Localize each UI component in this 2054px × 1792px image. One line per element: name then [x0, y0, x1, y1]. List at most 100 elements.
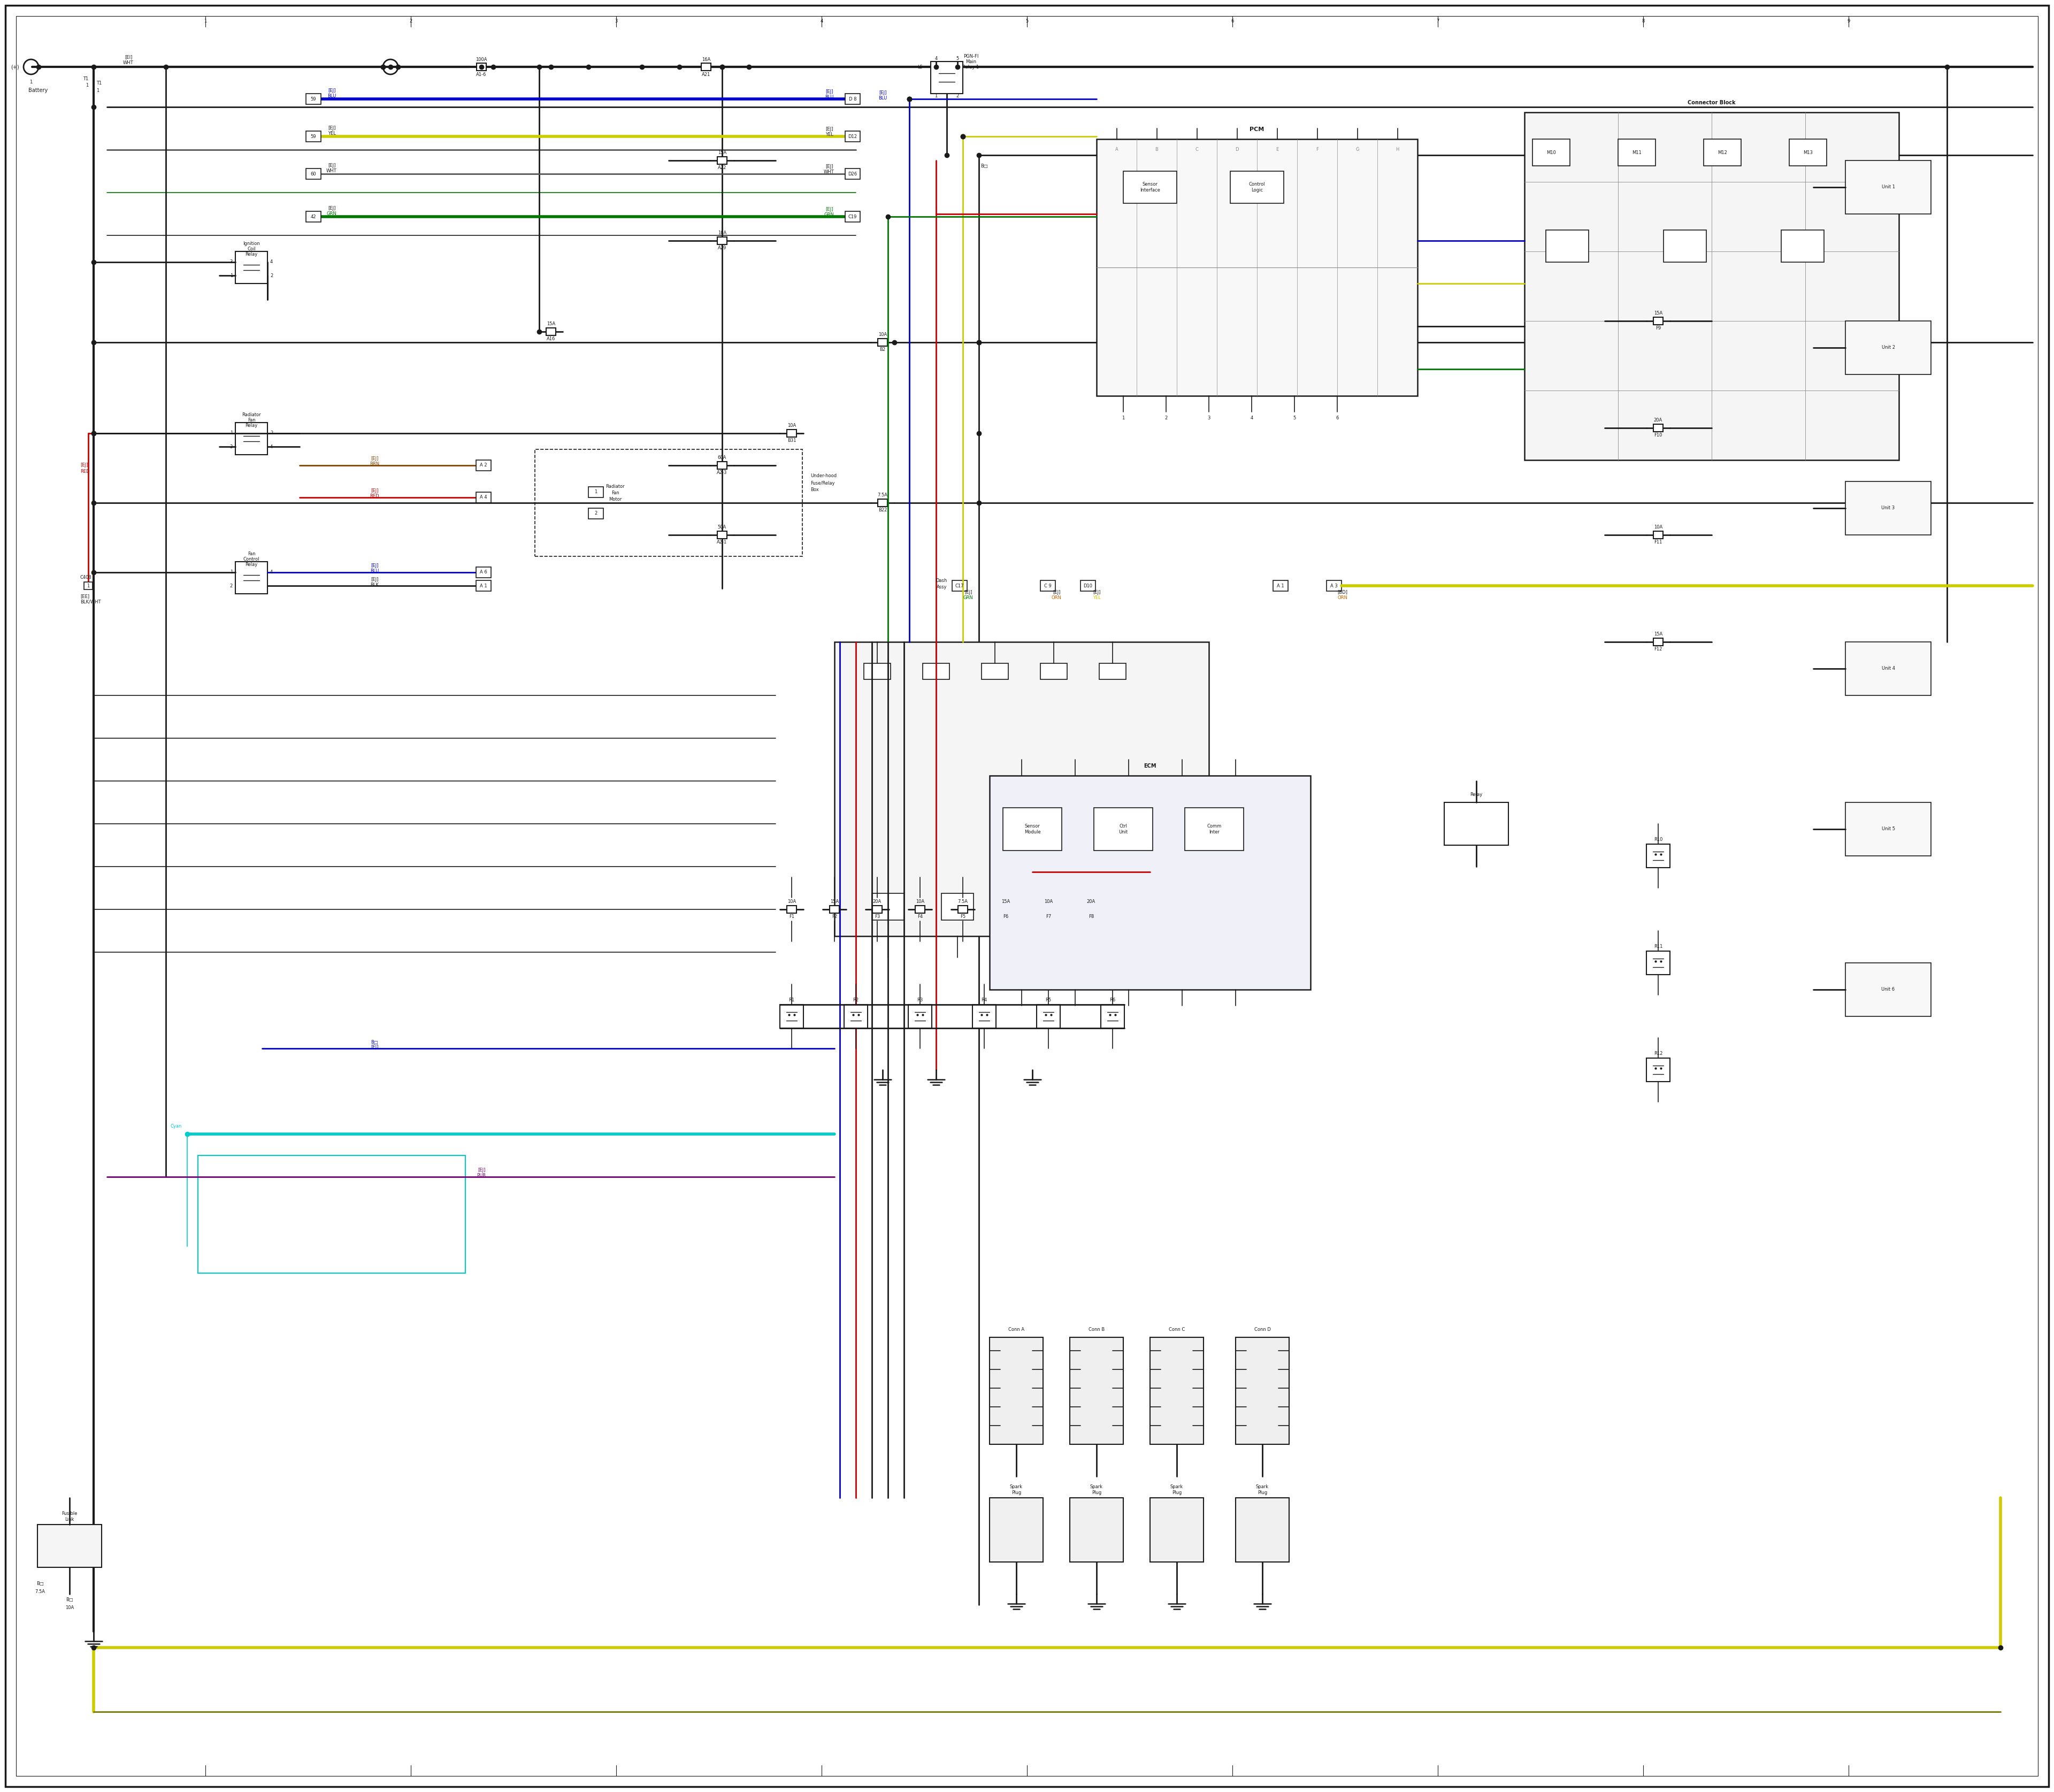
Bar [1547, 229, 1588, 262]
Text: Spark
Plug: Spark Plug [1255, 1484, 1269, 1495]
Bar [1043, 905, 1054, 914]
Bar [1037, 1005, 1060, 1029]
Text: A 4: A 4 [481, 495, 487, 500]
Bar [1532, 140, 1569, 167]
Text: F10: F10 [1653, 434, 1662, 437]
Text: A22: A22 [717, 165, 727, 170]
Text: B2: B2 [879, 348, 885, 353]
Text: [EJ]: [EJ] [370, 577, 378, 582]
Bar [1444, 803, 1508, 846]
Text: 7: 7 [1436, 20, 1440, 23]
Text: Assy: Assy [937, 584, 947, 590]
Text: Unit 5: Unit 5 [1881, 826, 1896, 831]
Bar [1150, 1498, 1204, 1563]
Text: [EJ]: [EJ] [826, 90, 834, 93]
Text: Relay: Relay [1471, 792, 1483, 797]
Text: Relay 1: Relay 1 [963, 65, 980, 70]
Text: 1: 1 [230, 430, 232, 435]
Text: 2: 2 [409, 20, 413, 23]
Text: C 9: C 9 [1043, 584, 1052, 588]
Text: A2-1: A2-1 [717, 539, 727, 545]
Text: D12: D12 [848, 134, 857, 138]
Text: L5: L5 [918, 65, 922, 70]
Text: Fuse/Relay: Fuse/Relay [811, 480, 834, 486]
Text: [EJ]: [EJ] [370, 1045, 378, 1050]
Bar [1011, 894, 1043, 919]
Text: BLU: BLU [370, 568, 378, 573]
Bar [1237, 1498, 1290, 1563]
Text: RED: RED [370, 495, 380, 498]
Text: B□: B□ [37, 1581, 43, 1586]
Text: 3: 3 [1208, 416, 1210, 421]
Bar [787, 430, 797, 437]
Text: Sensor
Interface: Sensor Interface [1140, 183, 1161, 192]
Text: B□: B□ [980, 163, 988, 168]
Bar [1524, 113, 1898, 461]
Text: RED: RED [80, 470, 90, 475]
Text: Unit 1: Unit 1 [1881, 185, 1896, 190]
Bar [717, 156, 727, 165]
Text: 2: 2 [955, 93, 959, 99]
Text: 4: 4 [271, 570, 273, 575]
Bar [941, 894, 974, 919]
Bar [957, 905, 967, 914]
Text: (+): (+) [10, 65, 18, 70]
Text: Fan: Fan [246, 418, 255, 423]
Bar [306, 211, 320, 222]
Text: B22: B22 [879, 507, 887, 513]
Bar [1647, 1057, 1670, 1082]
Text: [EJ]: [EJ] [1052, 590, 1060, 595]
Text: D: D [1234, 147, 1239, 152]
Text: 10A: 10A [916, 900, 924, 905]
Text: Fan: Fan [246, 552, 255, 556]
Text: PUR: PUR [477, 1174, 487, 1177]
Bar [1844, 161, 1931, 213]
Text: 15A: 15A [830, 900, 838, 905]
Bar [830, 905, 840, 914]
Text: 15A: 15A [1000, 900, 1011, 905]
Text: C19: C19 [848, 215, 857, 219]
Bar [871, 894, 904, 919]
Text: A 6: A 6 [481, 570, 487, 575]
Text: 1: 1 [97, 88, 99, 93]
Bar [1844, 482, 1931, 536]
Bar [877, 339, 887, 346]
Bar [1041, 581, 1056, 591]
Text: YEL: YEL [826, 133, 834, 138]
Bar [990, 776, 1310, 989]
Bar [953, 581, 967, 591]
Text: 3: 3 [614, 20, 618, 23]
Text: WHT: WHT [123, 61, 134, 65]
Bar [717, 530, 727, 539]
Text: 10A: 10A [787, 900, 797, 905]
Bar [546, 328, 557, 335]
Bar [587, 487, 604, 498]
Text: 16A: 16A [702, 57, 711, 61]
Text: 10A: 10A [1043, 900, 1054, 905]
Bar [972, 1005, 996, 1029]
Text: 15A: 15A [717, 151, 727, 156]
Bar [477, 63, 487, 70]
Bar [1000, 905, 1011, 914]
Bar [1653, 530, 1664, 539]
Text: Relay: Relay [244, 423, 257, 428]
Text: Conn C: Conn C [1169, 1326, 1185, 1331]
Text: WHT: WHT [824, 170, 834, 174]
Bar [306, 168, 320, 179]
Text: [EJ]: [EJ] [329, 125, 335, 131]
Text: 2: 2 [594, 511, 598, 516]
Text: T1: T1 [97, 81, 103, 86]
Text: T1: T1 [82, 77, 88, 81]
Text: 7.5A: 7.5A [877, 493, 887, 498]
Bar [1273, 581, 1288, 591]
Bar [477, 461, 491, 471]
Text: 20A: 20A [1087, 900, 1095, 905]
Text: [EJ]: [EJ] [963, 590, 972, 595]
Text: M11: M11 [1633, 151, 1641, 154]
Text: 7.5A: 7.5A [35, 1590, 45, 1593]
Bar [1653, 317, 1664, 324]
Text: 9: 9 [1847, 20, 1851, 23]
Bar [930, 61, 963, 93]
Text: A 3: A 3 [1331, 584, 1337, 588]
Text: 8: 8 [1641, 20, 1645, 23]
